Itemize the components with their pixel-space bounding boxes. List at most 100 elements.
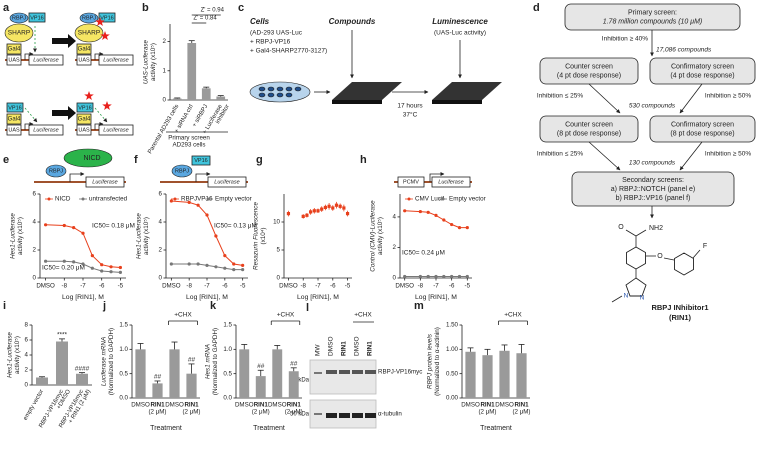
data-point — [44, 259, 48, 263]
x-tick-label: DMSO — [162, 283, 181, 290]
legend-marker — [47, 197, 51, 201]
gal4 — [6, 113, 22, 125]
vp16 — [28, 12, 46, 23]
data-point — [342, 206, 346, 210]
bar — [187, 43, 197, 100]
y-tick-label: 1.50 — [446, 322, 459, 329]
tss-arrow — [94, 52, 104, 60]
label: F — [703, 243, 707, 250]
label: Luciferase — [33, 57, 58, 63]
y-axis-label: (Normalized to GAPDH) — [212, 328, 219, 395]
x-tick-label: RIN1 — [150, 402, 165, 409]
rbpj — [79, 12, 99, 24]
label: Confirmatory screen — [671, 63, 734, 70]
label: 530 compounds — [629, 103, 676, 110]
x-tick-label: (2 μM) — [182, 409, 200, 416]
data-point — [309, 210, 313, 214]
data-point — [334, 203, 339, 207]
band — [365, 413, 376, 418]
bar — [255, 376, 266, 398]
bar — [36, 377, 48, 385]
data-point — [403, 274, 407, 279]
label: Luciferase — [103, 127, 128, 133]
y-tick-label: 0.00 — [446, 395, 459, 402]
uas-box — [6, 124, 22, 136]
data-point — [44, 223, 48, 227]
flow-arrow — [588, 141, 621, 171]
annotation: IC50= 0.13 μM — [214, 223, 257, 230]
x-tick-label: -6 — [330, 283, 336, 290]
label: VP16 — [78, 105, 91, 111]
legend-label: NICD — [55, 196, 71, 203]
data-point — [450, 222, 454, 227]
panel-label: m — [414, 300, 424, 312]
rbpj — [171, 164, 193, 178]
label: Compounds — [329, 17, 376, 26]
label: (8 pt dose response) — [557, 130, 621, 137]
data-point — [316, 209, 320, 213]
label: VP16 — [100, 15, 113, 21]
y-axis-label: (Normalized to α-actinin) — [434, 327, 441, 396]
flow-box — [649, 57, 756, 85]
bar-label: ## — [188, 357, 196, 364]
gal4 — [6, 43, 22, 55]
star — [95, 17, 105, 26]
label: DMSO — [328, 337, 335, 357]
y-tick-label: 4 — [393, 214, 397, 221]
pyrazole — [625, 277, 647, 297]
y-tick-label: 0 — [163, 97, 167, 104]
data-point — [81, 262, 85, 266]
group-label: Primary screen — [168, 135, 210, 142]
y-tick-label: 2 — [393, 244, 397, 251]
label: α-tubulin — [378, 411, 402, 418]
y-tick-label: 2 — [33, 247, 37, 254]
data-point — [305, 213, 309, 217]
cell — [258, 86, 266, 92]
band — [326, 413, 337, 418]
data-point — [331, 206, 335, 210]
gal4 — [76, 113, 92, 125]
label: Gal4 — [8, 47, 21, 53]
legend-marker — [81, 197, 85, 201]
y-tick-label: 6 — [25, 337, 29, 344]
label: Luminescence — [432, 17, 488, 26]
bar — [169, 349, 180, 398]
bar — [186, 373, 197, 398]
bar-label: #### — [75, 365, 90, 372]
label: 1.78 million compounds (10 μM) — [603, 18, 703, 25]
uas-box — [76, 124, 92, 136]
blot — [309, 359, 377, 395]
rbpj — [9, 12, 29, 24]
plate — [332, 82, 402, 100]
data-point — [214, 234, 218, 238]
data-point — [286, 212, 291, 216]
y-tick-label: 0.50 — [446, 370, 459, 377]
vp16 — [191, 155, 211, 166]
tss-arrow — [24, 52, 34, 60]
vp16 — [76, 102, 94, 113]
y-tick-label: 2 — [163, 38, 167, 45]
label: 75 kDa — [290, 378, 310, 384]
y-tick-label: 4 — [33, 219, 37, 226]
bond — [635, 229, 647, 237]
label: 130 compounds — [629, 160, 676, 167]
y-tick-label: 2 — [159, 247, 163, 254]
x-tick-label: (2 μM) — [252, 409, 270, 416]
data-point — [434, 213, 438, 217]
flow-box — [564, 3, 741, 31]
promoter-box — [397, 176, 425, 188]
y-tick-label: 1 — [163, 67, 167, 74]
y-axis-label: Hes1-Luciferase — [10, 213, 17, 259]
data-point — [345, 212, 350, 216]
x-axis-label: Log [RIN1], M — [186, 294, 228, 301]
x-tick-label: DMSO — [165, 402, 184, 409]
label: Gal4 — [8, 117, 21, 123]
label: Luciferase — [214, 179, 239, 185]
label: Cells — [250, 17, 270, 26]
bar — [272, 349, 283, 398]
data-point — [187, 200, 191, 204]
bar-label: **** — [57, 332, 68, 339]
data-point — [465, 274, 469, 279]
star — [102, 101, 112, 110]
y-axis-label: Luciferase mRNA — [101, 337, 108, 386]
